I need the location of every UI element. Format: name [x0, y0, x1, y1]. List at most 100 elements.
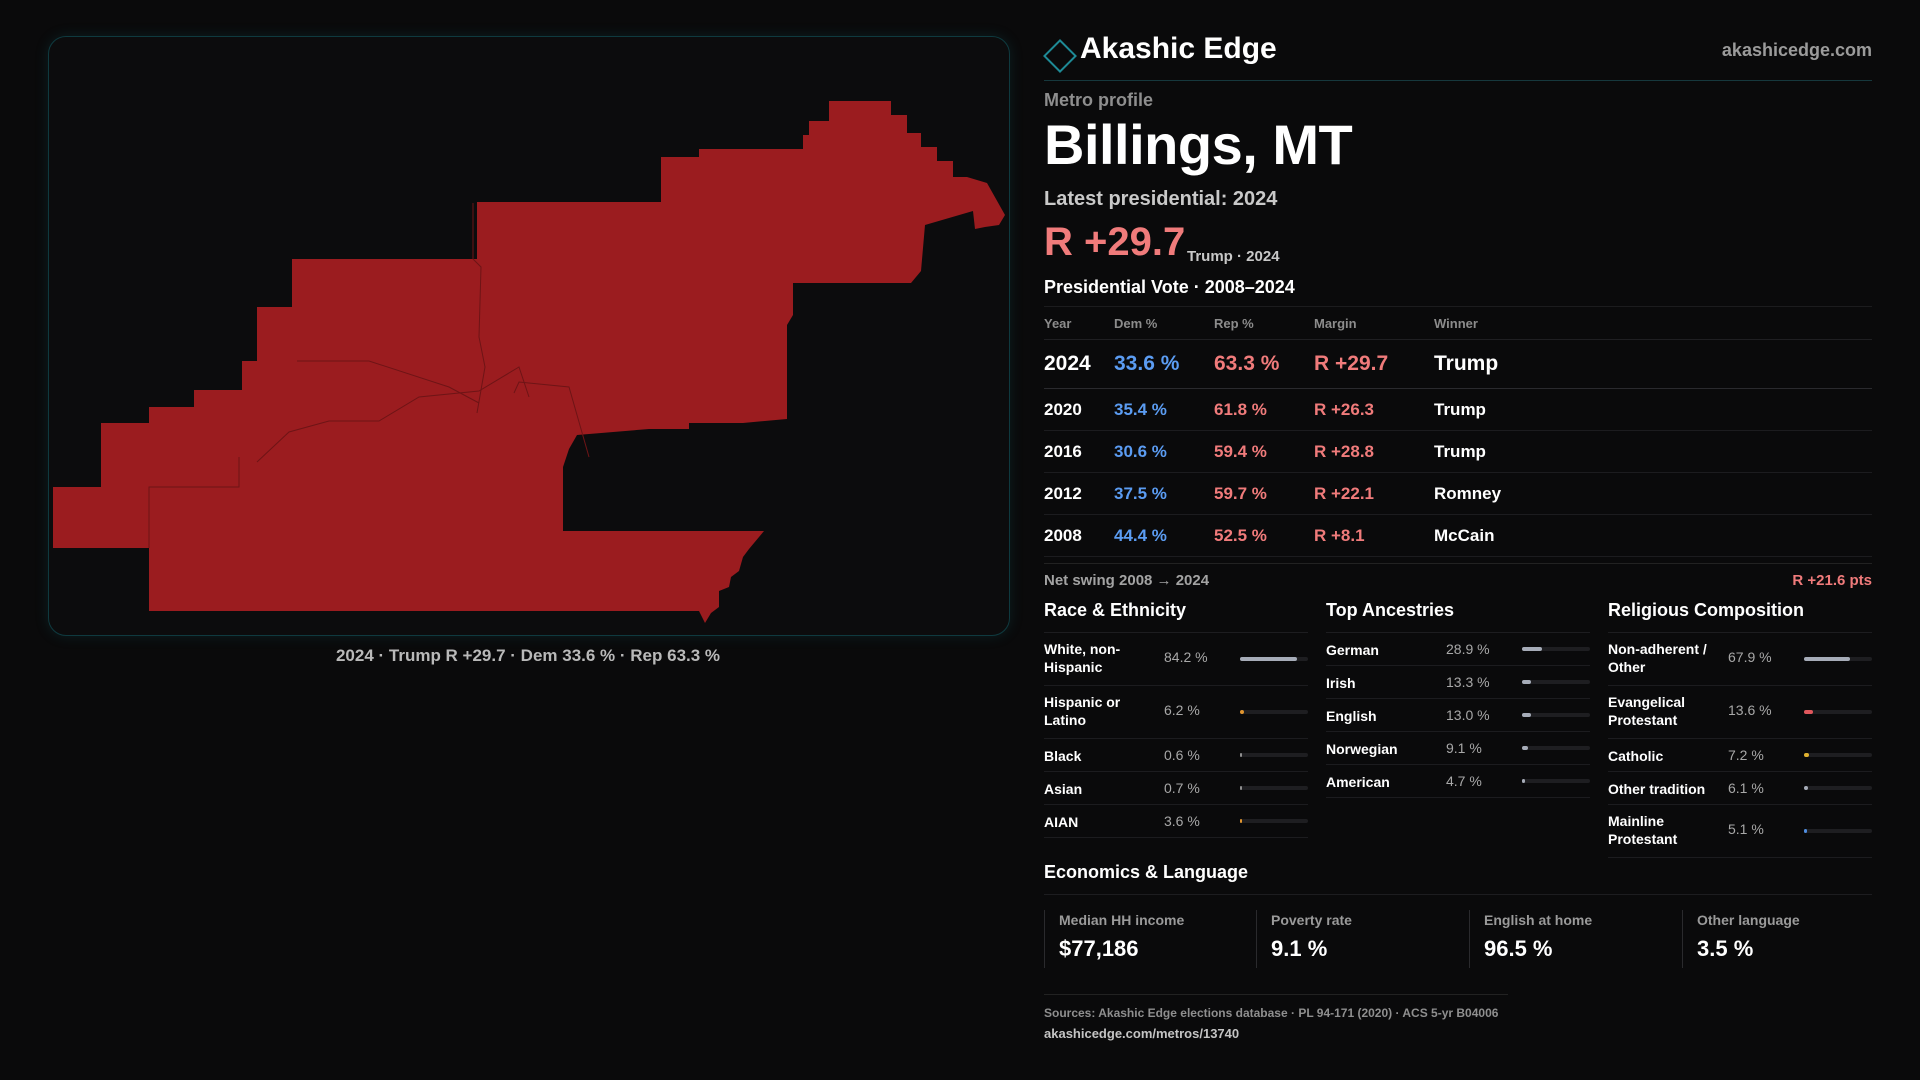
row-margin: R +29.7: [1314, 352, 1389, 375]
ancestry-label: Norwegian: [1326, 741, 1398, 757]
religion-value: 13.6 %: [1728, 702, 1772, 718]
row-year: 2008: [1044, 526, 1082, 545]
race-label: AIAN: [1044, 814, 1079, 830]
religion-row: Evangelical Protestant 13.6 %: [1608, 686, 1872, 739]
race-label: Asian: [1044, 781, 1083, 797]
econ-value: 9.1 %: [1271, 936, 1328, 961]
ancestry-value: 28.9 %: [1446, 641, 1490, 657]
row-rep: 59.7 %: [1214, 484, 1267, 503]
ancestry-row: English 13.0 %: [1326, 699, 1590, 732]
latest-margin-sub: Trump · 2024: [1187, 248, 1280, 265]
page-eyebrow: Metro profile: [1044, 90, 1154, 110]
county-shapes: [53, 101, 1005, 623]
col-rep: Rep %: [1214, 316, 1254, 331]
religion-bar-fill: [1804, 657, 1851, 661]
row-year: 2012: [1044, 484, 1082, 503]
race-rows: White, non-Hispanic 84.2 % Hispanic or Lat…: [1044, 633, 1308, 838]
row-winner: Trump: [1434, 352, 1499, 375]
table-row: 2016 30.6 % 59.4 % R +28.8 Trump: [1044, 431, 1872, 473]
religion-label: Catholic: [1608, 748, 1664, 764]
table-row: 2024 33.6 % 63.3 % R +29.7 Trump: [1044, 340, 1872, 389]
ancestry-bar-fill: [1522, 680, 1532, 684]
ancestry-value: 4.7 %: [1446, 773, 1482, 789]
econ-value: 96.5 %: [1484, 936, 1553, 961]
race-label: Hispanic or Latino: [1044, 694, 1121, 728]
row-winner: McCain: [1434, 526, 1495, 545]
vote-table-title: Presidential Vote · 2008–2024: [1044, 277, 1295, 297]
row-winner: Trump: [1434, 400, 1486, 419]
ancestry-section: Top Ancestries German 28.9 % Irish 13.3 % En…: [1326, 600, 1590, 798]
religion-bar: [1804, 710, 1872, 714]
row-winner: Trump: [1434, 442, 1486, 461]
race-value: 6.2 %: [1164, 702, 1200, 718]
race-row: White, non-Hispanic 84.2 %: [1044, 633, 1308, 686]
ancestry-bar: [1522, 647, 1590, 651]
row-dem: 33.6 %: [1114, 352, 1180, 375]
ancestry-value: 13.0 %: [1446, 707, 1490, 723]
econ-card: English at home 96.5 %: [1469, 910, 1666, 968]
ancestry-label: English: [1326, 708, 1377, 724]
row-year: 2024: [1044, 352, 1091, 375]
county-border: [148, 457, 240, 548]
table-row: 2020 35.4 % 61.8 % R +26.3 Trump: [1044, 389, 1872, 431]
race-row: AIAN 3.6 %: [1044, 805, 1308, 838]
ancestry-label: German: [1326, 642, 1379, 658]
race-bar: [1240, 819, 1308, 823]
race-bar-fill: [1240, 710, 1245, 714]
county-border: [513, 381, 590, 458]
econ-card: Other language 3.5 %: [1682, 910, 1879, 968]
religion-bar: [1804, 657, 1872, 661]
brand-name[interactable]: Akashic Edge: [1080, 32, 1277, 65]
brand-url-link[interactable]: akashicedge.com: [1721, 40, 1872, 60]
ancestry-bar: [1522, 746, 1590, 750]
net-swing-label: Net swing 2008 → 2024: [1044, 572, 1210, 589]
race-value: 3.6 %: [1164, 813, 1200, 829]
econ-card: Poverty rate 9.1 %: [1256, 910, 1453, 968]
col-margin: Margin: [1314, 316, 1357, 331]
religion-bar-fill: [1804, 829, 1808, 833]
row-margin: R +26.3: [1314, 400, 1375, 419]
econ-value: 3.5 %: [1697, 936, 1754, 961]
religion-bar: [1804, 753, 1872, 757]
metro-map[interactable]: [48, 36, 1010, 636]
county-border: [256, 366, 530, 463]
ancestry-row: German 28.9 %: [1326, 633, 1590, 666]
race-value: 0.6 %: [1164, 747, 1200, 763]
county-shape[interactable]: [53, 101, 1005, 623]
row-rep: 61.8 %: [1214, 400, 1267, 419]
race-title: Race & Ethnicity: [1044, 600, 1308, 633]
race-label: Black: [1044, 748, 1082, 764]
col-dem: Dem %: [1114, 316, 1158, 331]
county-border: [472, 203, 486, 414]
row-margin: R +8.1: [1314, 526, 1365, 545]
ancestry-bar-fill: [1522, 746, 1529, 750]
race-bar-fill: [1240, 819, 1243, 823]
vote-table-header: Year Dem % Rep % Margin Winner: [1044, 307, 1872, 340]
net-swing: Net swing 2008 → 2024 R +21.6 pts: [1044, 563, 1872, 594]
row-year: 2020: [1044, 400, 1082, 419]
race-bar: [1240, 786, 1308, 790]
ancestry-rows: German 28.9 % Irish 13.3 % English 13.0 % Norw…: [1326, 633, 1590, 798]
race-bar-fill: [1240, 657, 1298, 661]
religion-bar-fill: [1804, 753, 1809, 757]
race-value: 0.7 %: [1164, 780, 1200, 796]
row-rep: 63.3 %: [1214, 352, 1280, 375]
row-winner: Romney: [1434, 484, 1502, 503]
row-rep: 59.4 %: [1214, 442, 1267, 461]
race-bar-fill: [1240, 753, 1242, 757]
footer-link[interactable]: akashicedge.com/metros/13740: [1044, 1026, 1240, 1041]
econ-label: Median HH income: [1059, 912, 1185, 928]
ancestry-row: American 4.7 %: [1326, 765, 1590, 798]
footer-divider: [1044, 994, 1508, 995]
ancestry-bar: [1522, 779, 1590, 783]
race-bar: [1240, 657, 1308, 661]
race-bar: [1240, 753, 1308, 757]
latest-label: Latest presidential: 2024: [1044, 188, 1278, 210]
table-row: 2008 44.4 % 52.5 % R +8.1 McCain: [1044, 515, 1872, 557]
religion-label: Mainline Protestant: [1608, 813, 1678, 847]
col-year: Year: [1044, 316, 1072, 331]
econ-label: Poverty rate: [1271, 912, 1352, 928]
religion-bar-fill: [1804, 710, 1814, 714]
religion-value: 6.1 %: [1728, 780, 1764, 796]
religion-label: Other tradition: [1608, 781, 1706, 797]
